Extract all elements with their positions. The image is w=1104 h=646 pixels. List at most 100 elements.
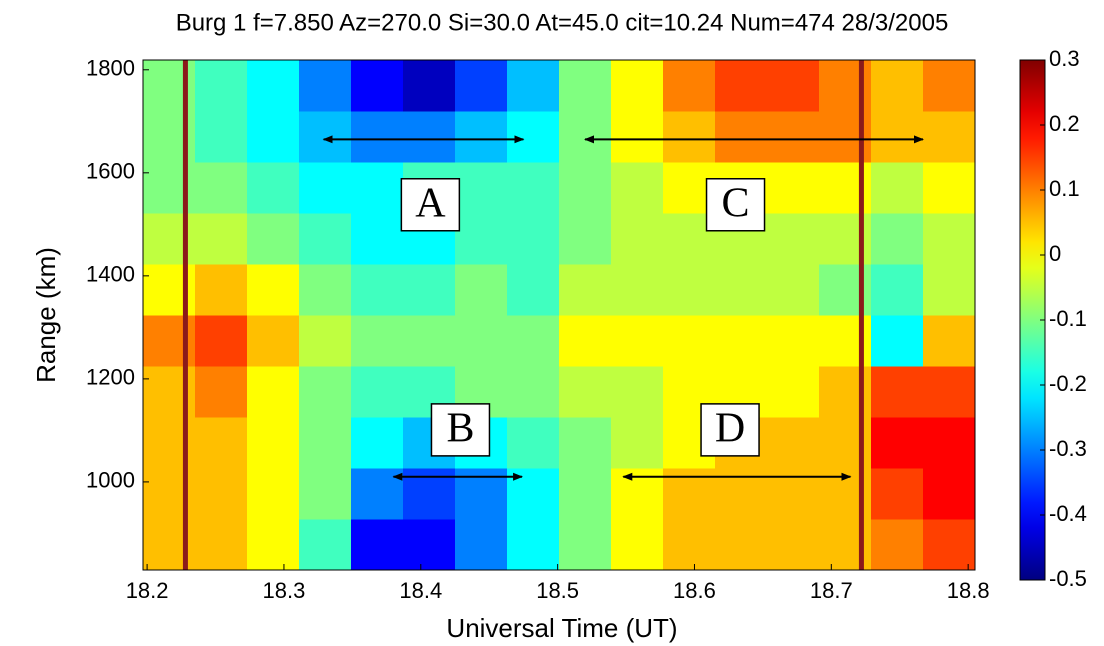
y-axis-label: Range (km) (31, 247, 61, 383)
annotation-box (430, 403, 491, 457)
heat-cell (247, 60, 300, 112)
heat-cell (351, 264, 404, 316)
heat-cell (455, 468, 508, 520)
heat-cell (923, 213, 976, 265)
heat-cell (559, 111, 612, 163)
heat-cell (767, 366, 820, 418)
heat-cell (871, 315, 924, 367)
colorbar-tick-label: 0.2 (1049, 111, 1080, 136)
heat-cell (871, 468, 924, 520)
chart-title: Burg 1 f=7.850 Az=270.0 Si=30.0 At=45.0 … (176, 9, 949, 36)
heat-cell (923, 366, 976, 418)
heat-cell (611, 264, 664, 316)
heat-cell (299, 468, 352, 520)
annotation: A (415, 180, 446, 226)
x-tick-label: 18.5 (536, 578, 579, 603)
heat-cell (611, 213, 664, 265)
heat-cell (195, 111, 248, 163)
x-tick-label: 18.4 (399, 578, 442, 603)
heat-cell (611, 519, 664, 571)
heat-cell (247, 366, 300, 418)
heat-cell (559, 213, 612, 265)
heat-cell (403, 519, 456, 571)
heat-cell (715, 519, 768, 571)
heat-cell (663, 264, 716, 316)
heat-cell (611, 60, 664, 112)
heat-cell (351, 60, 404, 112)
heat-cell (663, 519, 716, 571)
heat-cell (195, 264, 248, 316)
heat-cell (611, 315, 664, 367)
heat-cell (351, 111, 404, 163)
x-tick-label: 18.6 (673, 578, 716, 603)
heat-cell (871, 366, 924, 418)
heat-cell (195, 315, 248, 367)
heat-cell (923, 315, 976, 367)
heat-cell (299, 519, 352, 571)
heat-cell (299, 60, 352, 112)
heat-cell (247, 162, 300, 214)
heat-cell (559, 468, 612, 520)
heat-cell (767, 162, 820, 214)
heat-cell (299, 213, 352, 265)
colorbar-tick-label: -0.4 (1049, 501, 1087, 526)
x-tick-label: 18.2 (126, 578, 169, 603)
heat-cell (403, 315, 456, 367)
heat-cell (507, 60, 560, 112)
annotation-box (400, 178, 461, 232)
y-tick-label: 1800 (86, 56, 135, 81)
heat-cell (455, 213, 508, 265)
heat-cell (611, 468, 664, 520)
y-tick-label: 1000 (86, 468, 135, 493)
heat-cell (403, 60, 456, 112)
heat-cell (247, 417, 300, 469)
heat-cell (559, 519, 612, 571)
heat-cell (351, 417, 404, 469)
heat-cell (455, 111, 508, 163)
heat-cell (767, 468, 820, 520)
heat-cell (247, 213, 300, 265)
annotation: C (722, 180, 750, 226)
heat-cell (871, 213, 924, 265)
heat-cell (559, 264, 612, 316)
heat-cell (195, 468, 248, 520)
colorbar-tick-label: -0.2 (1049, 371, 1087, 396)
heat-cell (767, 111, 820, 163)
heat-cell (559, 162, 612, 214)
heat-cell (923, 162, 976, 214)
heat-cell (923, 111, 976, 163)
heat-cell (351, 213, 404, 265)
plot-frame (142, 59, 976, 571)
heat-cell (351, 162, 404, 214)
heat-cell (507, 264, 560, 316)
heat-cell (715, 60, 768, 112)
heat-cell (871, 519, 924, 571)
heat-cell (507, 213, 560, 265)
heat-cell (767, 417, 820, 469)
heat-cell (559, 315, 612, 367)
heat-cell (507, 162, 560, 214)
heat-cell (247, 315, 300, 367)
y-tick-label: 1600 (86, 159, 135, 184)
heat-cell (299, 417, 352, 469)
heat-cell (507, 315, 560, 367)
heat-cell (299, 315, 352, 367)
heat-cell (767, 315, 820, 367)
colorbar-tick-label: -0.3 (1049, 436, 1087, 461)
heat-cell (195, 60, 248, 112)
heat-cell (923, 60, 976, 112)
heat-cell (351, 468, 404, 520)
annotation: D (715, 406, 745, 452)
heat-cell (195, 162, 248, 214)
heat-cell (559, 60, 612, 112)
heat-cell (507, 417, 560, 469)
colorbar-tick-label: -0.5 (1049, 566, 1087, 591)
heat-cell (559, 417, 612, 469)
heat-cell (455, 264, 508, 316)
heat-cell (871, 417, 924, 469)
heat-cell (299, 264, 352, 316)
y-tick-label: 1400 (86, 262, 135, 287)
heat-cell (455, 519, 508, 571)
heat-cell (663, 468, 716, 520)
